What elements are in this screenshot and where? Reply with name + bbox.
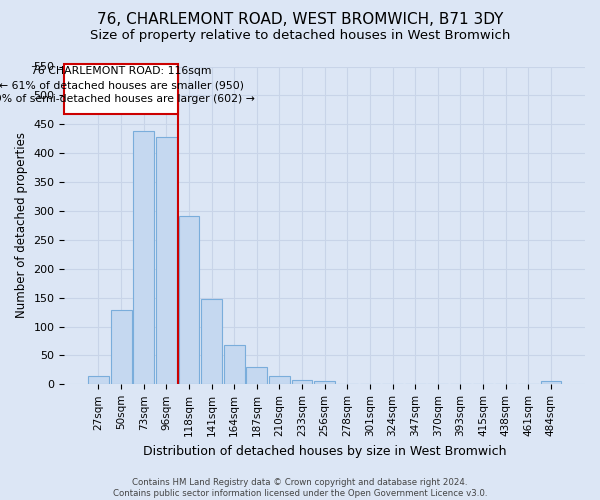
Bar: [201, 300, 222, 384]
Text: 76, CHARLEMONT ROAD, WEST BROMWICH, B71 3DY: 76, CHARLEMONT ROAD, WEST BROMWICH, B71 …: [97, 12, 503, 28]
Bar: [133, 131, 154, 384]
Bar: [292, 380, 313, 384]
Bar: [269, 376, 290, 384]
Bar: [88, 376, 109, 384]
Bar: [224, 345, 245, 385]
Text: 76 CHARLEMONT ROAD: 116sqm
← 61% of detached houses are smaller (950)
39% of sem: 76 CHARLEMONT ROAD: 116sqm ← 61% of deta…: [0, 66, 254, 104]
Bar: [156, 137, 177, 384]
Bar: [110, 310, 131, 384]
Text: Contains HM Land Registry data © Crown copyright and database right 2024.
Contai: Contains HM Land Registry data © Crown c…: [113, 478, 487, 498]
Y-axis label: Number of detached properties: Number of detached properties: [15, 132, 28, 318]
Bar: [314, 382, 335, 384]
Bar: [247, 367, 267, 384]
Text: Size of property relative to detached houses in West Bromwich: Size of property relative to detached ho…: [90, 29, 510, 42]
Bar: [179, 216, 199, 384]
X-axis label: Distribution of detached houses by size in West Bromwich: Distribution of detached houses by size …: [143, 444, 506, 458]
Bar: [541, 382, 562, 384]
